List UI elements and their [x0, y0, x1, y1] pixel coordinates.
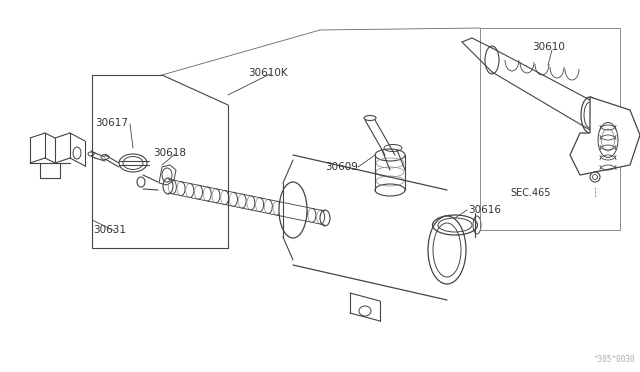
Text: ^305^0030: ^305^0030 [593, 355, 635, 364]
Text: 30631: 30631 [93, 225, 126, 235]
Text: SEC.465: SEC.465 [510, 188, 550, 198]
Ellipse shape [279, 182, 307, 238]
Polygon shape [570, 97, 640, 175]
Ellipse shape [428, 216, 466, 284]
Text: 30610K: 30610K [248, 68, 287, 78]
Polygon shape [159, 165, 176, 185]
Text: 30618: 30618 [153, 148, 186, 158]
Bar [480, 28, 620, 230]
Text: 30617: 30617 [95, 118, 128, 128]
Text: 30610: 30610 [532, 42, 565, 52]
Text: 30609: 30609 [325, 162, 358, 172]
Text: 30616: 30616 [468, 205, 501, 215]
